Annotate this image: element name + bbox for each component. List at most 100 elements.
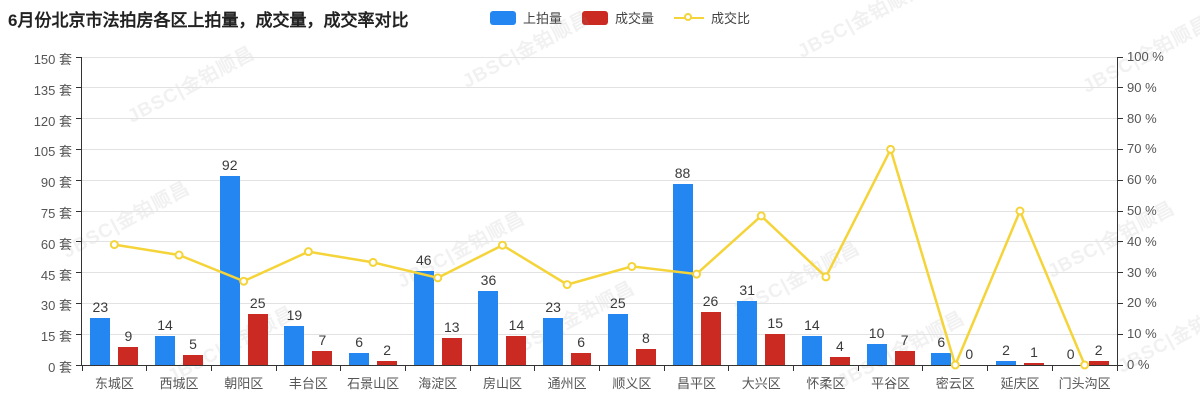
bar-sold[interactable] <box>441 338 462 365</box>
bar-listed[interactable] <box>478 291 499 365</box>
y-axis-label-right: 90 % <box>1127 79 1157 95</box>
bar-listed[interactable] <box>801 336 822 365</box>
bar-sold[interactable] <box>118 346 139 365</box>
x-axis-label: 西城区 <box>159 376 199 391</box>
page-title: 6月份北京市法拍房各区上拍量，成交量，成交率对比 <box>8 11 409 30</box>
bar-sold[interactable] <box>377 360 398 365</box>
bar-listed[interactable] <box>413 270 434 365</box>
grid-line <box>82 210 1117 212</box>
bar-sold[interactable] <box>1023 362 1044 365</box>
x-axis-label: 石景山区 <box>347 376 400 391</box>
conversion-line[interactable] <box>114 146 1086 369</box>
bar-listed[interactable] <box>931 352 952 365</box>
line-point[interactable] <box>303 247 313 257</box>
bar-listed[interactable] <box>543 317 564 365</box>
line-point[interactable] <box>109 240 119 250</box>
bar-sold[interactable] <box>829 356 850 365</box>
y-axis-label-left: 120 套 <box>33 113 72 129</box>
line-point[interactable] <box>174 250 184 260</box>
y-axis-label-right: 60 % <box>1127 172 1157 188</box>
line-point[interactable] <box>692 269 702 279</box>
bar-listed[interactable] <box>349 352 370 365</box>
legend-label: 成交量 <box>615 11 655 26</box>
y-axis-label-right: 50 % <box>1127 203 1157 218</box>
x-axis-label: 朝阳区 <box>224 376 264 391</box>
grid-line <box>82 241 1117 243</box>
x-axis-tick <box>1051 366 1053 371</box>
line-point[interactable] <box>1080 360 1090 370</box>
x-axis-label: 大兴区 <box>741 376 781 391</box>
line-point[interactable] <box>433 273 443 283</box>
line-point[interactable] <box>368 257 378 267</box>
bar-value-label: 6 <box>577 333 586 350</box>
right-axis-tick <box>1117 364 1123 366</box>
bar-value-label: 46 <box>415 251 432 268</box>
line-point[interactable] <box>562 280 572 290</box>
bar-sold[interactable] <box>506 336 527 365</box>
bar-value-label: 26 <box>702 292 719 309</box>
bar-value-label: 88 <box>674 165 691 182</box>
bar-sold[interactable] <box>765 334 786 365</box>
y-axis-label-left: 75 套 <box>40 206 72 221</box>
line-point[interactable] <box>627 261 637 271</box>
bar-value-label: 9 <box>124 327 133 344</box>
y-axis-label-left: 90 套 <box>40 175 72 191</box>
y-axis-label-left: 30 套 <box>40 298 72 314</box>
legend-label: 上拍量 <box>523 11 563 26</box>
bar-listed[interactable] <box>737 301 758 365</box>
legend-item-listed[interactable]: 上拍量 <box>490 8 562 27</box>
x-axis-label: 丰台区 <box>288 376 328 391</box>
y-axis-label-right: 30 % <box>1127 264 1157 280</box>
right-axis-tick <box>1117 333 1123 335</box>
bar-listed[interactable] <box>219 176 240 365</box>
legend-item-sold[interactable]: 成交量 <box>582 8 654 27</box>
grid-line <box>82 87 1117 89</box>
bar-listed[interactable] <box>607 313 628 365</box>
y-axis-label-left: 0 套 <box>48 360 72 375</box>
bar-listed[interactable] <box>866 344 887 365</box>
line-point[interactable] <box>1015 206 1025 216</box>
bar-listed[interactable] <box>672 184 693 365</box>
left-axis-tick <box>76 241 82 243</box>
bar-value-label: 4 <box>836 337 844 354</box>
bar-sold[interactable] <box>571 352 592 365</box>
x-axis-label: 平谷区 <box>871 376 911 391</box>
bar-value-label: 2 <box>1094 341 1103 358</box>
x-axis-label: 延庆区 <box>1000 376 1040 391</box>
bar-listed[interactable] <box>284 325 305 365</box>
line-point[interactable] <box>239 276 249 286</box>
bar-sold[interactable] <box>247 313 268 365</box>
line-point[interactable] <box>821 272 831 282</box>
bar-listed[interactable] <box>90 317 111 365</box>
y-axis-label-right: 20 % <box>1127 295 1157 311</box>
right-axis-tick <box>1117 241 1123 243</box>
bar-listed[interactable] <box>995 360 1016 365</box>
right-axis-line <box>1117 57 1118 366</box>
y-axis-label-left: 105 套 <box>33 144 72 160</box>
x-axis-tick <box>728 366 730 371</box>
x-axis-label: 海淀区 <box>418 376 458 391</box>
bar-sold[interactable] <box>312 350 333 365</box>
grid-line <box>82 148 1117 150</box>
bar-value-label: 8 <box>641 329 650 346</box>
bar-value-label: 7 <box>318 331 327 348</box>
bar-sold[interactable] <box>635 348 656 365</box>
line-point[interactable] <box>950 360 960 370</box>
left-axis-tick <box>76 56 82 58</box>
left-axis-tick <box>76 333 82 335</box>
bar-listed[interactable] <box>155 336 176 365</box>
bar-sold[interactable] <box>700 311 721 365</box>
line-point[interactable] <box>756 211 766 221</box>
line-point[interactable] <box>886 144 896 154</box>
x-axis-tick <box>857 366 859 371</box>
line-point[interactable] <box>497 240 507 250</box>
legend-item-conversion[interactable]: 成交比 <box>674 8 750 27</box>
bar-sold[interactable] <box>1088 360 1109 365</box>
bar-value-label: 0 <box>1066 346 1075 362</box>
bar-sold[interactable] <box>183 354 204 365</box>
grid-line <box>82 118 1117 120</box>
right-axis-tick <box>1117 87 1123 89</box>
bar-sold[interactable] <box>894 350 915 365</box>
x-axis-tick <box>469 366 471 371</box>
bar-value-label: 13 <box>443 319 460 336</box>
